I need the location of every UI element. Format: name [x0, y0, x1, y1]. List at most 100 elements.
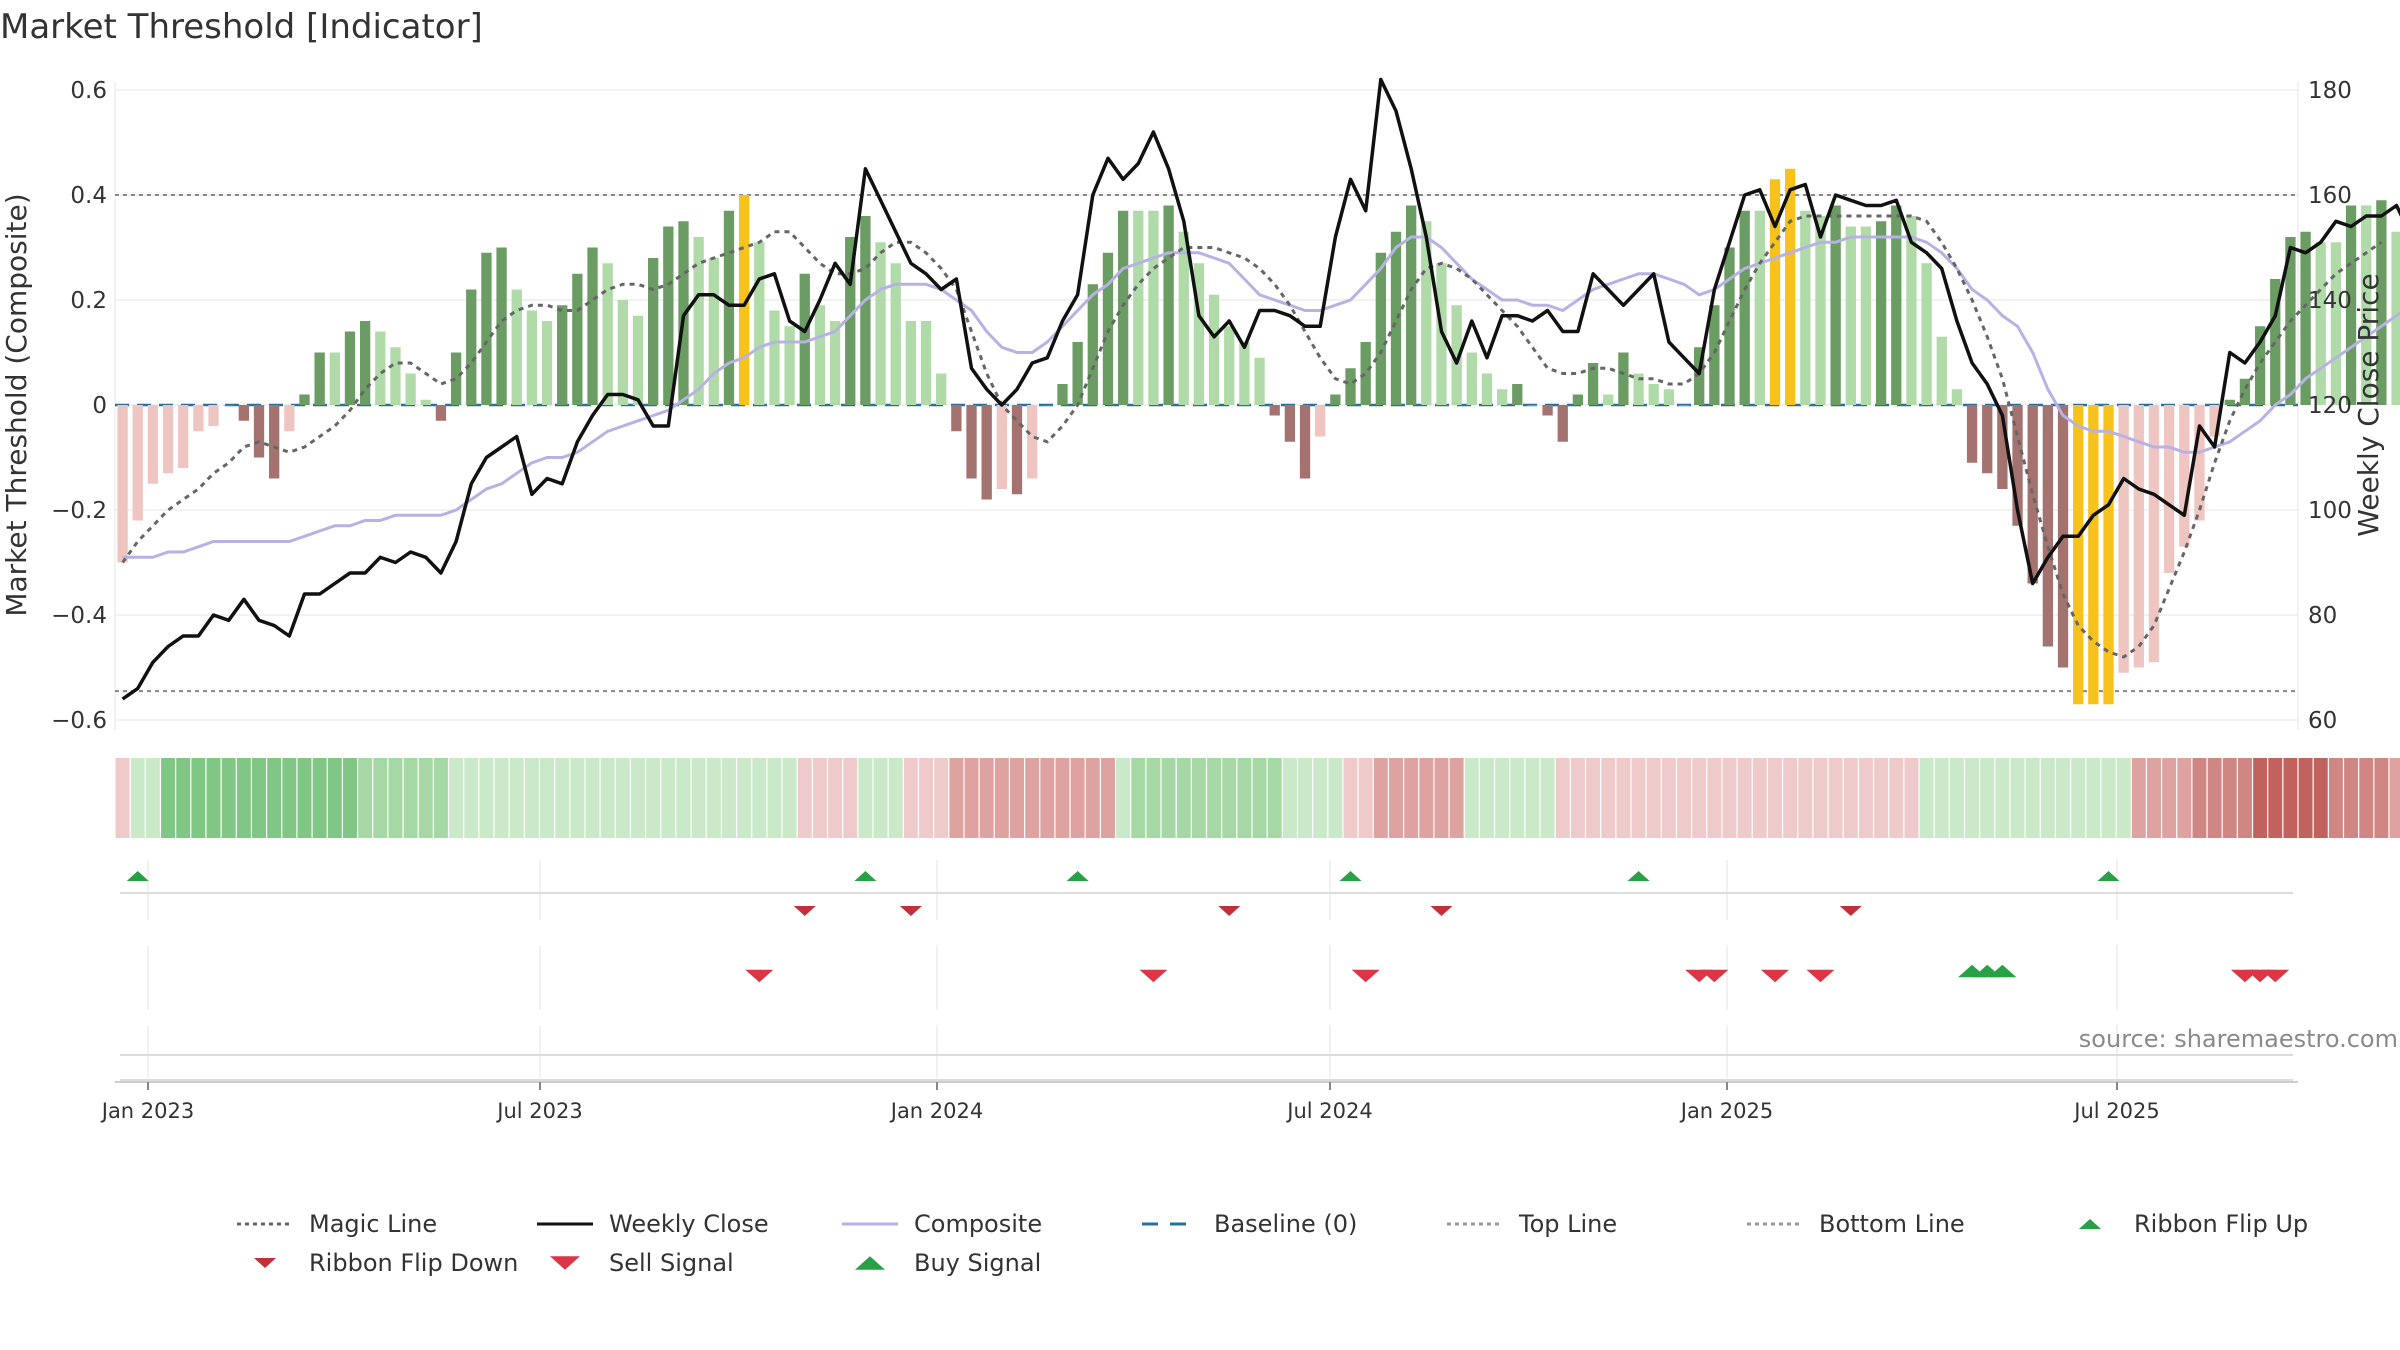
composite-bar — [1087, 284, 1098, 405]
composite-bar — [2376, 200, 2387, 405]
ribbon-cell — [1131, 758, 1146, 838]
ribbon-cell — [903, 758, 918, 838]
ribbon-cell — [1631, 758, 1646, 838]
composite-bar — [1663, 389, 1675, 405]
ribbon-cell — [2086, 758, 2101, 838]
ribbon-cell — [145, 758, 160, 838]
composite-bar — [466, 289, 477, 405]
composite-bar — [1466, 352, 1477, 405]
composite-bar — [1208, 294, 1220, 405]
composite-bar — [1618, 352, 1629, 405]
composite-bar — [557, 305, 568, 405]
ribbon-cell — [479, 758, 494, 838]
chart-title: Market Threshold [Indicator] — [0, 7, 483, 47]
composite-bar — [1800, 210, 1811, 405]
ribbon-cell — [2374, 758, 2389, 838]
ribbon-cell — [1070, 758, 1085, 838]
ribbon-cell — [1813, 758, 1828, 838]
composite-bar — [269, 405, 280, 479]
ribbon-flip-up-marker — [1627, 871, 1650, 881]
composite-bar — [632, 315, 644, 405]
ribbon-cell — [2253, 758, 2268, 838]
ribbon-cell — [1934, 758, 1949, 838]
sell-signal-marker — [1351, 969, 1380, 983]
composite-bar — [1496, 389, 1508, 405]
ribbon-cell — [661, 758, 676, 838]
ribbon-cell — [585, 758, 600, 838]
composite-bar — [1375, 252, 1386, 405]
series-lines — [121, 77, 2400, 701]
ribbon-cell — [252, 758, 266, 838]
composite-bar — [799, 273, 810, 405]
legend-swatch — [550, 1256, 580, 1270]
ribbon-cell — [1965, 758, 1980, 838]
legend-swatch — [254, 1258, 276, 1268]
composite-bar — [2163, 405, 2175, 573]
ribbon-cell — [1085, 758, 1100, 838]
composite-bar — [1269, 405, 1280, 416]
ribbon-cell — [2131, 758, 2146, 838]
composite-bar — [1936, 336, 1947, 405]
composite-bar — [1830, 205, 1841, 405]
ribbon-cell — [2116, 758, 2131, 838]
composite-bar — [1133, 210, 1144, 405]
ribbon-cell — [767, 758, 782, 838]
ribbon-cell — [2147, 758, 2161, 838]
composite-bar — [2012, 405, 2023, 526]
composite-bar — [2209, 405, 2220, 437]
ribbon-cell — [2328, 758, 2343, 838]
ribbon-cell — [1313, 758, 1328, 838]
sell-signal-marker — [1700, 969, 1729, 983]
ribbon-cell — [1495, 758, 1510, 838]
ribbon-cell — [221, 758, 236, 838]
composite-bar — [1117, 210, 1129, 405]
composite-bar — [511, 289, 522, 405]
left-tick-label: 0.4 — [70, 183, 107, 209]
ribbon-cell — [1858, 758, 1873, 838]
composite-bar — [329, 352, 340, 405]
ribbon-cell — [1707, 758, 1722, 838]
composite-bar — [1042, 405, 1053, 406]
legend-item: Baseline (0) — [1142, 1210, 1357, 1238]
ribbon-cell — [2010, 758, 2025, 838]
composite-bar — [1678, 405, 1690, 406]
composite-bar — [405, 373, 416, 405]
date-tick-label: Jul 2025 — [2072, 1099, 2159, 1123]
composite-bar — [1633, 373, 1644, 405]
ribbon-cell — [888, 758, 903, 838]
composite-bar — [2254, 326, 2266, 405]
ribbon-cell — [2283, 758, 2298, 838]
ribbon-cell — [1116, 758, 1131, 838]
magic-line — [121, 214, 2383, 659]
composite-bar — [1648, 384, 1659, 405]
ribbon-cell — [2025, 758, 2040, 838]
composite-bar — [951, 405, 962, 432]
composite-bar — [2361, 205, 2372, 405]
ribbon-cell — [2389, 758, 2400, 838]
right-tick-label: 80 — [2308, 603, 2337, 629]
legend-item: Buy Signal — [855, 1249, 1041, 1277]
composite-bar — [496, 247, 507, 405]
composite-bars — [117, 168, 2400, 705]
composite-bar — [1709, 305, 1720, 405]
ribbon-cell — [1298, 758, 1313, 838]
legend-label: Weekly Close — [609, 1210, 769, 1238]
legend-label: Bottom Line — [1819, 1210, 1965, 1238]
ribbon-cell — [1889, 758, 1904, 838]
composite-bar — [2073, 405, 2084, 705]
ribbon-cell — [327, 758, 342, 838]
composite-bar — [1163, 205, 1174, 405]
composite-bar — [359, 321, 371, 405]
composite-bar — [1421, 221, 1432, 405]
composite-bar — [344, 331, 356, 405]
ribbon-cell — [555, 758, 570, 838]
composite-bar — [2118, 405, 2129, 673]
ribbon-flip-up-marker — [126, 871, 149, 881]
ribbon-flip-up-marker — [1066, 871, 1089, 881]
ribbon-cell — [1949, 758, 1964, 838]
composite-bar — [648, 258, 659, 405]
ribbon-cell — [1646, 758, 1661, 838]
right-axis-ticks: 180 160 140 120 100 80 60 — [2308, 78, 2352, 734]
ribbon-cell — [797, 758, 812, 838]
ribbon-cell — [858, 758, 873, 838]
